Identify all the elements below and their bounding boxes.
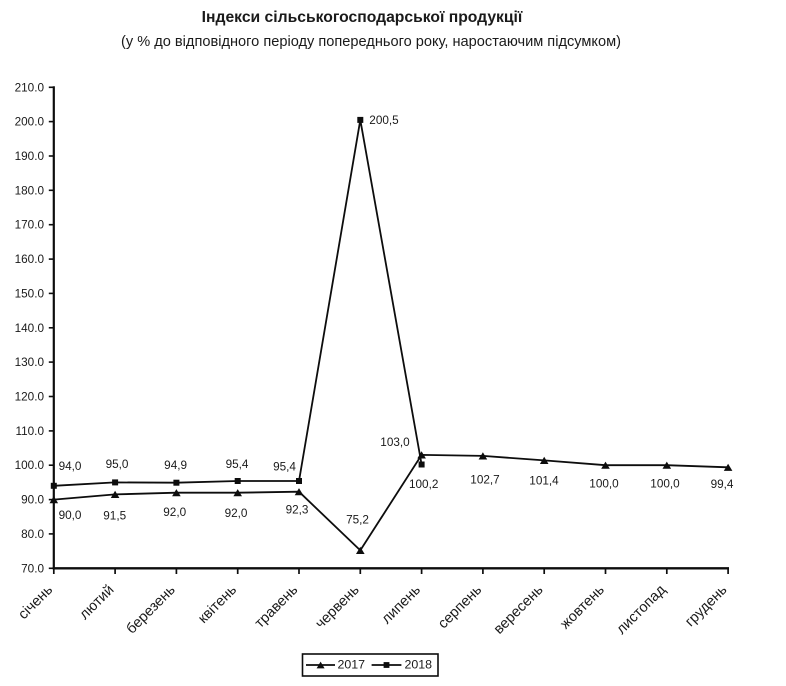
svg-text:травень: травень [252,582,301,631]
svg-text:серпень: серпень [435,582,485,632]
svg-text:100,2: 100,2 [409,478,438,491]
svg-text:100,0: 100,0 [589,478,619,491]
svg-text:90,0: 90,0 [59,509,82,522]
svg-text:101,4: 101,4 [529,475,559,488]
svg-text:95,4: 95,4 [226,458,249,471]
svg-text:130.0: 130.0 [15,356,45,369]
svg-text:102,7: 102,7 [470,474,499,487]
svg-text:2017: 2017 [338,658,366,672]
svg-text:110.0: 110.0 [15,425,44,438]
svg-text:99,4: 99,4 [711,478,734,491]
svg-text:140.0: 140.0 [15,322,45,335]
svg-text:94,9: 94,9 [164,459,187,472]
svg-text:160.0: 160.0 [15,253,45,266]
svg-text:березень: березень [123,582,178,637]
svg-text:2018: 2018 [405,658,433,672]
svg-text:100,0: 100,0 [650,478,680,491]
svg-text:120.0: 120.0 [15,391,45,404]
svg-text:жовтень: жовтень [557,582,607,632]
svg-text:лютий: лютий [77,582,118,623]
svg-text:180.0: 180.0 [15,184,45,197]
svg-text:91,5: 91,5 [103,509,126,522]
svg-text:90.0: 90.0 [21,494,44,507]
svg-text:червень: червень [313,582,363,632]
svg-text:80.0: 80.0 [21,528,44,541]
svg-text:квітень: квітень [195,582,240,627]
svg-text:листопад: листопад [613,582,669,638]
svg-text:170.0: 170.0 [15,219,45,232]
svg-text:95,4: 95,4 [273,460,296,473]
svg-text:липень: липень [379,582,424,627]
svg-text:січень: січень [15,582,56,623]
svg-text:92,0: 92,0 [225,507,248,520]
svg-text:70.0: 70.0 [21,562,44,575]
svg-text:94,0: 94,0 [59,460,82,473]
svg-text:190.0: 190.0 [15,150,45,163]
svg-text:200.0: 200.0 [15,116,45,129]
svg-text:95,0: 95,0 [106,458,129,471]
svg-text:150.0: 150.0 [15,287,45,300]
svg-text:грудень: грудень [682,582,730,630]
svg-text:200,5: 200,5 [369,114,399,127]
svg-text:92,0: 92,0 [163,506,186,519]
svg-text:вересень: вересень [491,582,547,638]
svg-text:210.0: 210.0 [15,81,45,94]
svg-text:103,0: 103,0 [380,436,410,449]
svg-text:75,2: 75,2 [346,514,369,527]
svg-text:92,3: 92,3 [286,504,309,517]
svg-text:100.0: 100.0 [15,459,45,472]
